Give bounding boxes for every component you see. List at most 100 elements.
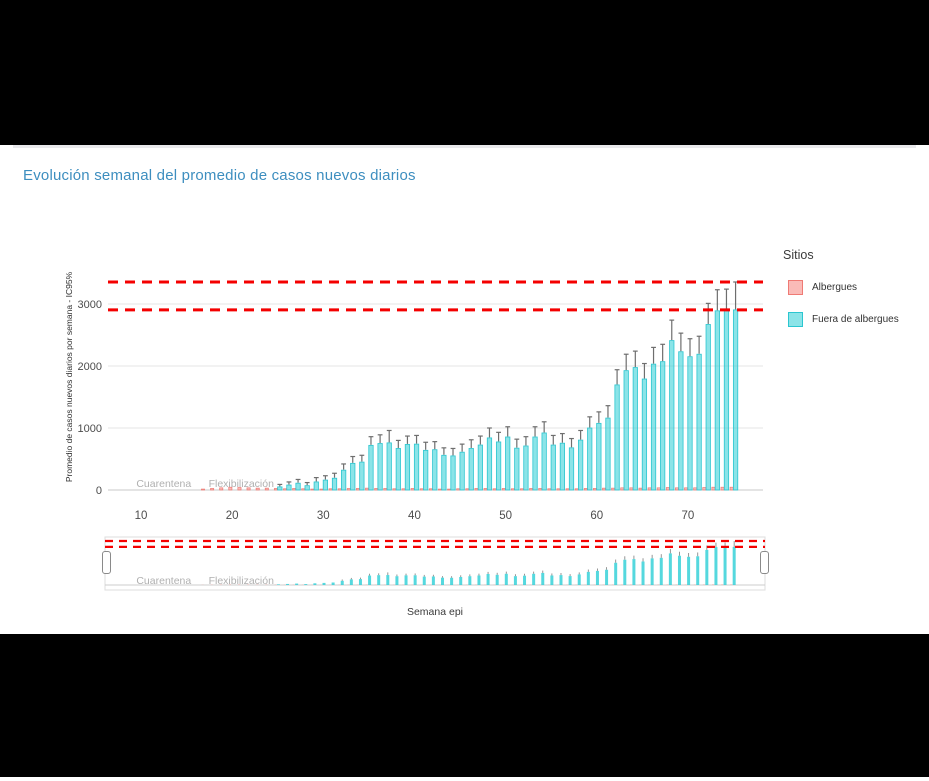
bar-fuera-de-albergues-week-69[interactable] xyxy=(678,351,684,491)
bar-fuera-de-albergues-week-30[interactable] xyxy=(322,479,329,491)
bar-albergues-week-64[interactable] xyxy=(629,487,634,491)
bar-fuera-de-albergues-week-57[interactable] xyxy=(568,447,575,491)
bar-albergues-week-30[interactable] xyxy=(319,488,324,491)
bar-fuera-de-albergues-week-51[interactable] xyxy=(514,447,520,491)
bar-albergues-week-58[interactable] xyxy=(574,488,579,491)
bar-fuera-de-albergues-week-48[interactable] xyxy=(486,437,493,491)
bar-albergues-week-40[interactable] xyxy=(410,488,415,491)
bar-albergues-week-22[interactable] xyxy=(246,487,251,491)
bar-fuera-de-albergues-week-59[interactable] xyxy=(587,427,593,491)
bar-albergues-week-59[interactable] xyxy=(583,488,588,491)
bar-albergues-week-63[interactable] xyxy=(620,487,625,491)
bar-albergues-week-72[interactable] xyxy=(702,487,707,491)
bar-fuera-de-albergues-week-50[interactable] xyxy=(505,436,511,491)
bar-albergues-week-69[interactable] xyxy=(675,487,679,491)
bar-fuera-de-albergues-week-58[interactable] xyxy=(578,439,584,491)
bar-albergues-week-56[interactable] xyxy=(556,488,561,491)
bar-fuera-de-albergues-week-29[interactable] xyxy=(313,481,319,491)
bar-fuera-de-albergues-week-39[interactable] xyxy=(404,444,411,491)
bar-albergues-week-24[interactable] xyxy=(264,487,269,491)
bar-fuera-de-albergues-week-67[interactable] xyxy=(660,361,666,491)
legend-item-albergues[interactable]: Albergues xyxy=(780,280,920,295)
bar-albergues-week-34[interactable] xyxy=(356,488,360,491)
bar-albergues-week-25[interactable] xyxy=(273,488,278,491)
bar-fuera-de-albergues-week-54[interactable] xyxy=(541,432,547,491)
rangeslider[interactable] xyxy=(104,536,766,591)
bar-fuera-de-albergues-week-37[interactable] xyxy=(386,442,392,491)
bar-albergues-week-20[interactable] xyxy=(228,486,233,491)
bar-fuera-de-albergues-week-60[interactable] xyxy=(596,422,602,491)
bar-albergues-week-52[interactable] xyxy=(520,488,524,491)
bar-albergues-week-62[interactable] xyxy=(611,487,616,491)
bar-albergues-week-21[interactable] xyxy=(237,487,242,491)
bar-albergues-week-70[interactable] xyxy=(684,487,689,491)
bar-fuera-de-albergues-week-65[interactable] xyxy=(641,378,648,491)
bar-fuera-de-albergues-week-36[interactable] xyxy=(377,443,383,491)
bar-fuera-de-albergues-week-45[interactable] xyxy=(459,451,465,491)
bar-fuera-de-albergues-week-53[interactable] xyxy=(532,436,538,491)
bar-fuera-de-albergues-week-41[interactable] xyxy=(423,449,429,491)
bar-albergues-week-48[interactable] xyxy=(483,488,488,491)
bar-albergues-week-26[interactable] xyxy=(283,488,287,491)
bar-fuera-de-albergues-week-32[interactable] xyxy=(341,469,347,491)
bar-albergues-week-37[interactable] xyxy=(383,488,388,491)
bar-albergues-week-41[interactable] xyxy=(419,488,424,491)
bar-fuera-de-albergues-week-31[interactable] xyxy=(331,477,338,491)
bar-albergues-week-55[interactable] xyxy=(547,488,552,491)
bar-fuera-de-albergues-week-47[interactable] xyxy=(477,444,483,491)
bar-fuera-de-albergues-week-40[interactable] xyxy=(413,443,420,491)
bar-albergues-week-28[interactable] xyxy=(301,488,306,491)
bar-fuera-de-albergues-week-49[interactable] xyxy=(495,441,502,491)
bar-fuera-de-albergues-week-71[interactable] xyxy=(696,353,702,491)
bar-albergues-week-50[interactable] xyxy=(501,488,506,491)
bar-fuera-de-albergues-week-73[interactable] xyxy=(714,310,720,491)
bar-albergues-week-73[interactable] xyxy=(711,486,716,491)
bar-fuera-de-albergues-week-70[interactable] xyxy=(687,356,693,491)
bar-fuera-de-albergues-week-61[interactable] xyxy=(605,417,611,491)
bar-fuera-de-albergues-week-75[interactable] xyxy=(732,309,739,491)
bar-albergues-week-31[interactable] xyxy=(328,488,333,491)
bar-albergues-week-19[interactable] xyxy=(219,487,224,491)
bar-albergues-week-49[interactable] xyxy=(492,488,497,491)
bar-fuera-de-albergues-week-28[interactable] xyxy=(304,485,310,491)
bar-albergues-week-45[interactable] xyxy=(456,488,461,491)
bar-albergues-week-36[interactable] xyxy=(374,488,379,491)
bar-albergues-week-65[interactable] xyxy=(638,487,643,491)
rangeslider-handle-right[interactable] xyxy=(760,551,769,574)
bar-albergues-week-74[interactable] xyxy=(720,486,725,491)
rangeslider-handle-left[interactable] xyxy=(102,551,111,574)
bar-fuera-de-albergues-week-27[interactable] xyxy=(295,482,301,491)
bar-albergues-week-57[interactable] xyxy=(565,488,570,491)
bar-albergues-week-23[interactable] xyxy=(255,487,260,491)
bar-fuera-de-albergues-week-26[interactable] xyxy=(286,484,292,491)
bar-albergues-week-46[interactable] xyxy=(465,488,470,491)
bar-albergues-week-60[interactable] xyxy=(592,488,597,491)
bar-fuera-de-albergues-week-64[interactable] xyxy=(632,367,638,491)
bar-fuera-de-albergues-week-44[interactable] xyxy=(450,455,456,491)
bar-albergues-week-54[interactable] xyxy=(538,488,543,491)
bar-albergues-week-44[interactable] xyxy=(447,488,452,491)
bar-fuera-de-albergues-week-62[interactable] xyxy=(614,384,620,491)
bar-albergues-week-27[interactable] xyxy=(292,488,297,491)
bar-fuera-de-albergues-week-68[interactable] xyxy=(669,340,675,491)
bar-albergues-week-35[interactable] xyxy=(365,487,370,491)
bar-fuera-de-albergues-week-72[interactable] xyxy=(705,324,711,491)
bar-albergues-week-33[interactable] xyxy=(346,488,351,491)
bar-albergues-week-68[interactable] xyxy=(665,487,670,491)
bar-fuera-de-albergues-week-66[interactable] xyxy=(650,363,657,491)
bar-albergues-week-47[interactable] xyxy=(474,488,479,491)
bar-fuera-de-albergues-week-42[interactable] xyxy=(432,449,438,491)
bar-albergues-week-43[interactable] xyxy=(438,488,442,491)
bar-albergues-week-17[interactable] xyxy=(201,488,205,491)
bar-albergues-week-18[interactable] xyxy=(210,488,215,491)
bar-albergues-week-71[interactable] xyxy=(693,487,698,491)
bar-fuera-de-albergues-week-63[interactable] xyxy=(623,370,629,491)
bar-albergues-week-32[interactable] xyxy=(337,488,342,491)
bar-fuera-de-albergues-week-35[interactable] xyxy=(368,444,374,491)
bar-albergues-week-39[interactable] xyxy=(401,488,406,491)
bar-fuera-de-albergues-week-52[interactable] xyxy=(523,445,529,491)
bar-fuera-de-albergues-week-38[interactable] xyxy=(395,448,401,491)
bar-albergues-week-67[interactable] xyxy=(656,487,661,491)
bar-albergues-week-42[interactable] xyxy=(428,488,433,491)
bar-fuera-de-albergues-week-56[interactable] xyxy=(559,442,565,491)
